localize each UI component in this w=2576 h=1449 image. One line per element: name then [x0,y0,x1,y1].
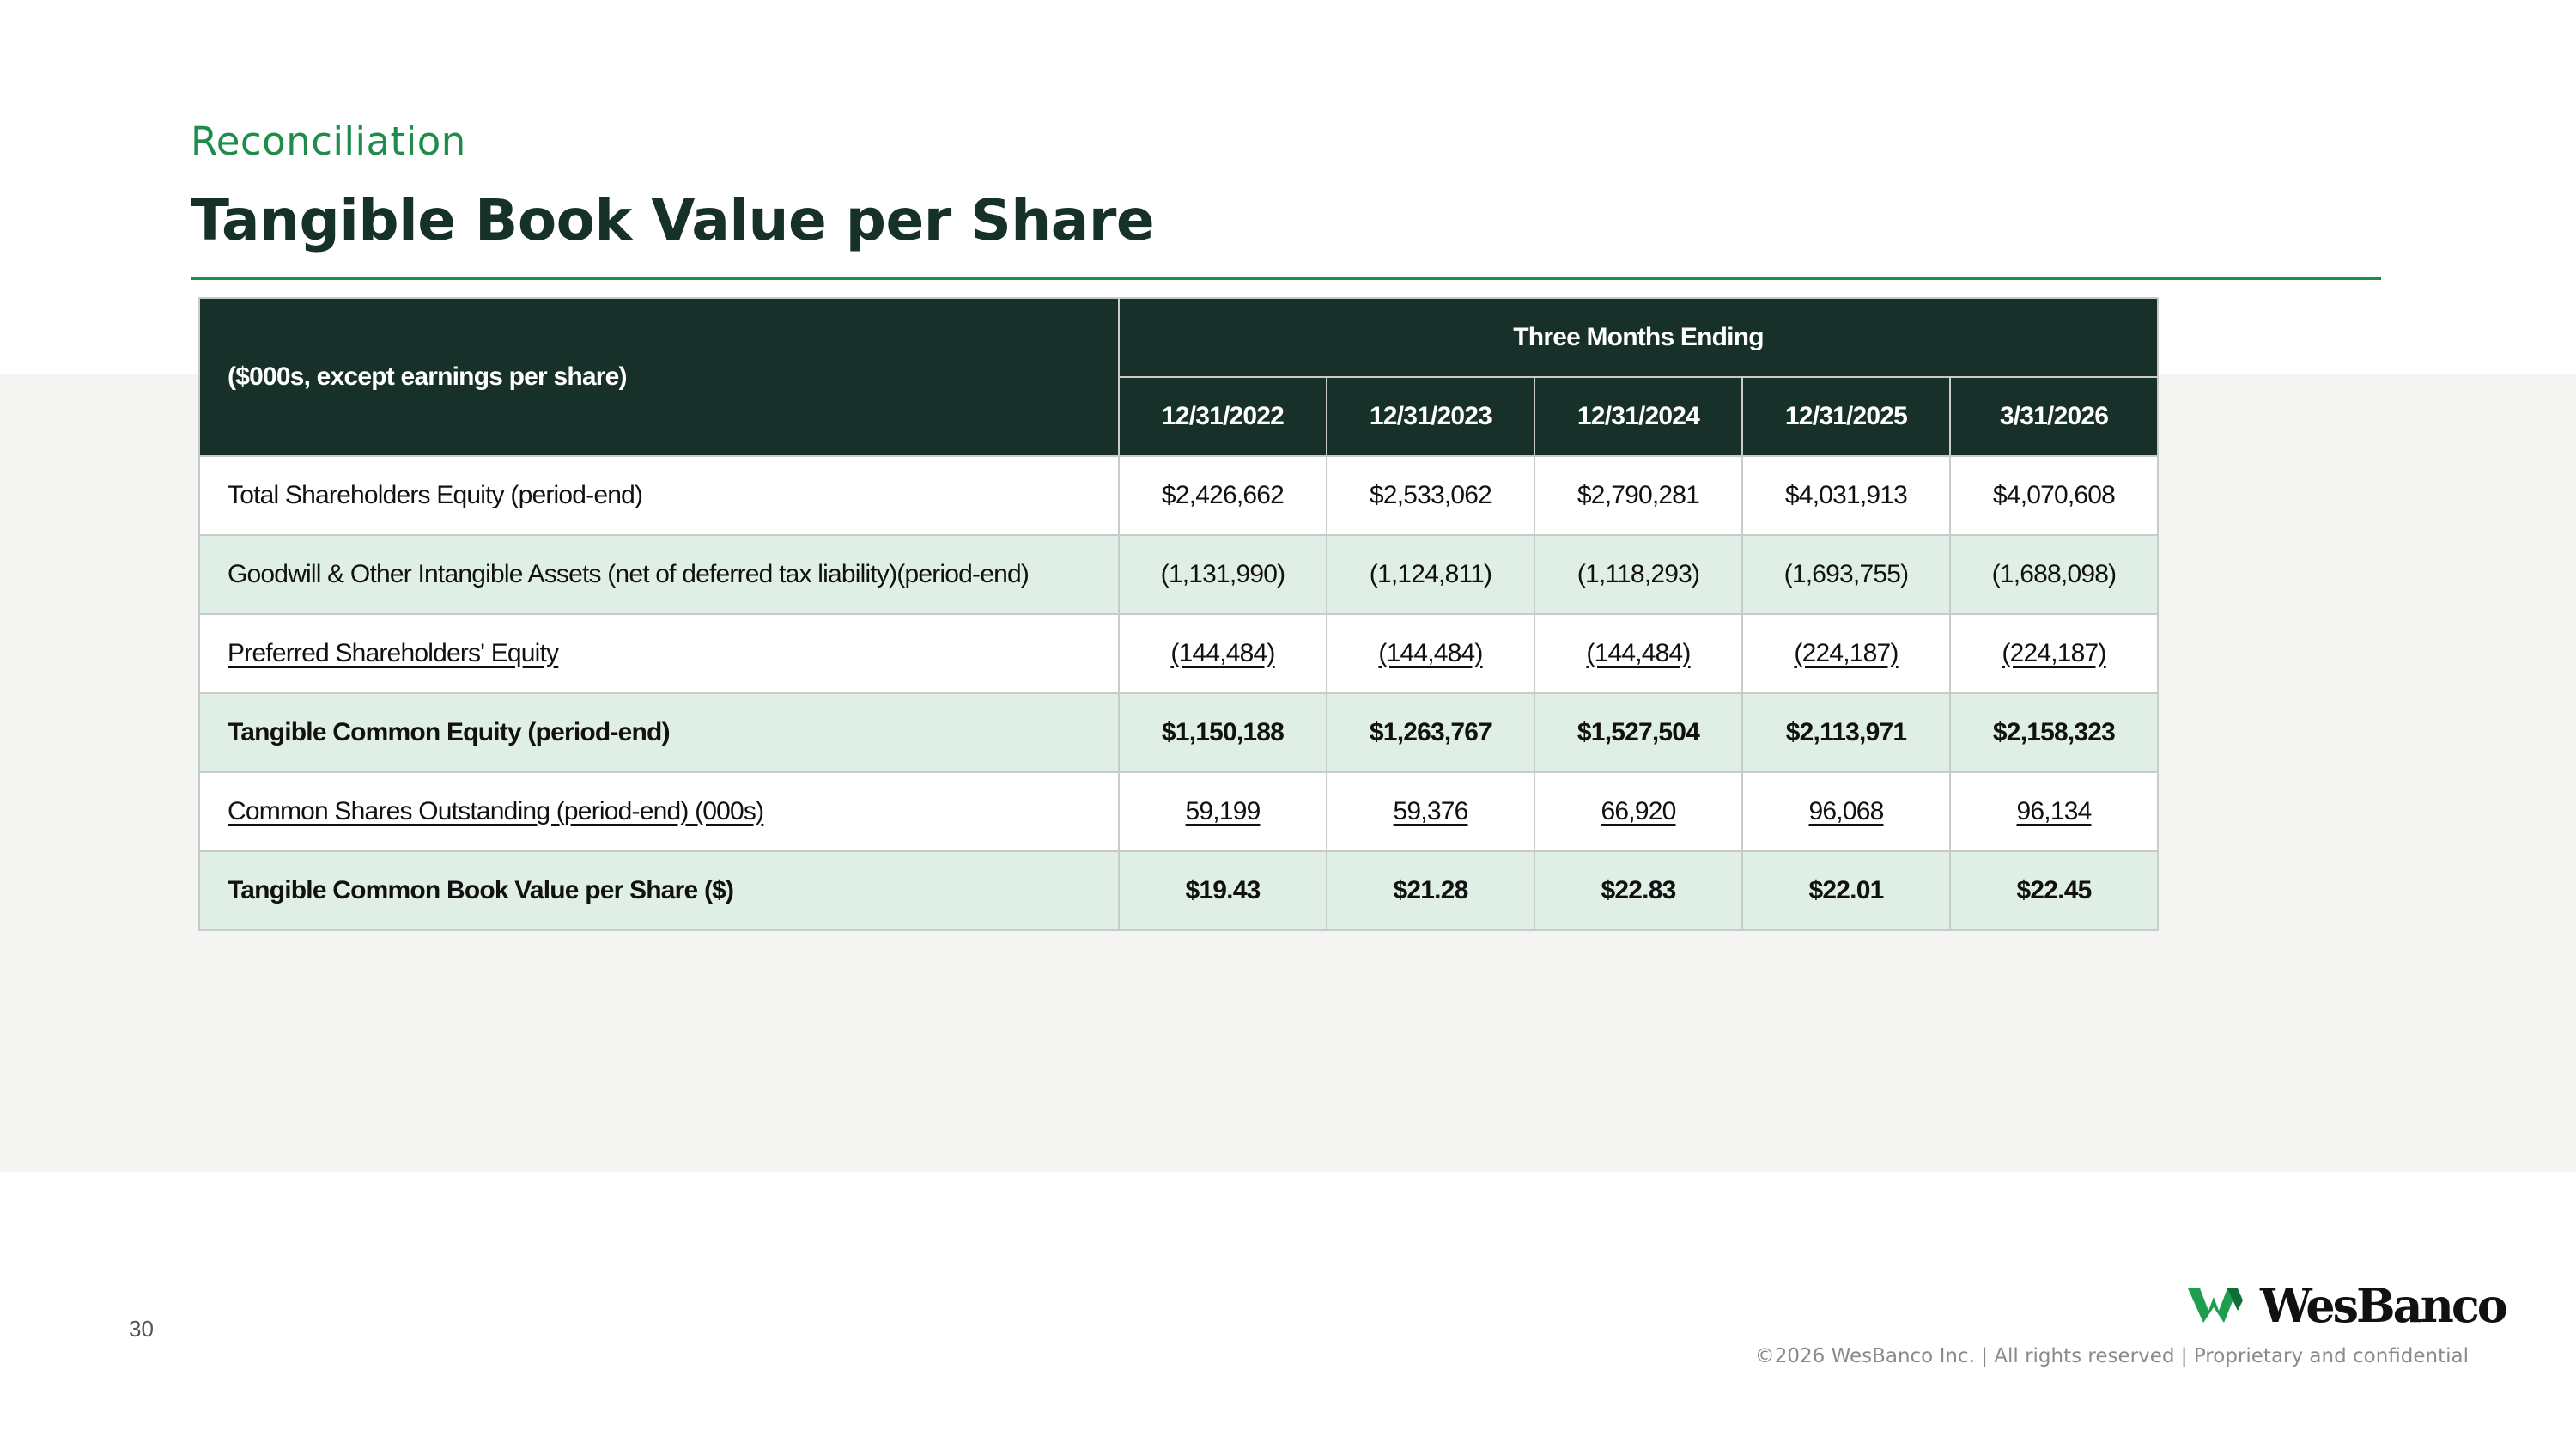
table-cell: (224,187) [1794,639,1899,667]
table-cell: (1,118,293) [1534,534,1743,615]
table-row: Common Shares Outstanding (period-end) (… [198,771,2159,852]
table-cell: $1,150,188 [1118,692,1327,773]
table-row: Tangible Common Equity (period-end) $1,1… [198,692,2159,773]
table-cell: (1,693,755) [1741,534,1951,615]
column-header: 12/31/2023 [1326,376,1535,457]
table-cell: $4,070,608 [1949,455,2159,536]
column-header: 12/31/2022 [1118,376,1327,457]
table-cell: 66,920 [1601,797,1677,825]
table-cell: $4,031,913 [1741,455,1951,536]
title-divider [191,277,2381,280]
column-header: 12/31/2025 [1741,376,1951,457]
table-row: Preferred Shareholders' Equity (144,484)… [198,613,2159,694]
row-label: Preferred Shareholders' Equity [228,639,559,667]
column-header: 3/31/2026 [1949,376,2159,457]
table-cell: (1,124,811) [1326,534,1535,615]
table-cell: (224,187) [2002,639,2106,667]
table-corner-label: ($000s, except earnings per share) [198,297,1120,457]
row-label: Goodwill & Other Intangible Assets (net … [198,534,1120,615]
column-header: 12/31/2024 [1534,376,1743,457]
table-cell: $22.01 [1741,850,1951,931]
table-cell: (1,688,098) [1949,534,2159,615]
table-cell: $2,790,281 [1534,455,1743,536]
table-cell: $2,158,323 [1949,692,2159,773]
table-cell: (144,484) [1378,639,1483,667]
row-label: Tangible Common Equity (period-end) [198,692,1120,773]
table-cell: $1,263,767 [1326,692,1535,773]
section-subtitle: Reconciliation [191,119,466,164]
page-title: Tangible Book Value per Share [191,187,1155,253]
wesbanco-logo: WesBanco [2188,1278,2508,1333]
wesbanco-mark-icon [2188,1288,2243,1323]
table-cell: (144,484) [1586,639,1691,667]
table-cell: 96,134 [2016,797,2093,825]
logo-wordmark: WesBanco [2260,1278,2508,1333]
table-cell: $2,113,971 [1741,692,1951,773]
table-cell: (144,484) [1170,639,1275,667]
table-cell: 96,068 [1808,797,1885,825]
table-cell: $22.45 [1949,850,2159,931]
table-cell: 59,376 [1393,797,1469,825]
reconciliation-table: ($000s, except earnings per share) Three… [198,297,2159,931]
table-cell: $1,527,504 [1534,692,1743,773]
table-cell: (1,131,990) [1118,534,1327,615]
table-cell: $22.83 [1534,850,1743,931]
table-row: Tangible Common Book Value per Share ($)… [198,850,2159,931]
table-cell: $2,426,662 [1118,455,1327,536]
table-row: Total Shareholders Equity (period-end) $… [198,455,2159,536]
group-header: Three Months Ending [1118,297,2159,378]
table-cell: 59,199 [1185,797,1261,825]
row-label: Total Shareholders Equity (period-end) [198,455,1120,536]
table-cell: $2,533,062 [1326,455,1535,536]
table-cell: $19.43 [1118,850,1327,931]
row-label: Common Shares Outstanding (period-end) (… [228,797,764,825]
page-number: 30 [129,1316,154,1342]
table-cell: $21.28 [1326,850,1535,931]
table-row: Goodwill & Other Intangible Assets (net … [198,534,2159,615]
row-label: Tangible Common Book Value per Share ($) [198,850,1120,931]
copyright-notice: ©2026 WesBanco Inc. | All rights reserve… [1754,1345,2469,1367]
